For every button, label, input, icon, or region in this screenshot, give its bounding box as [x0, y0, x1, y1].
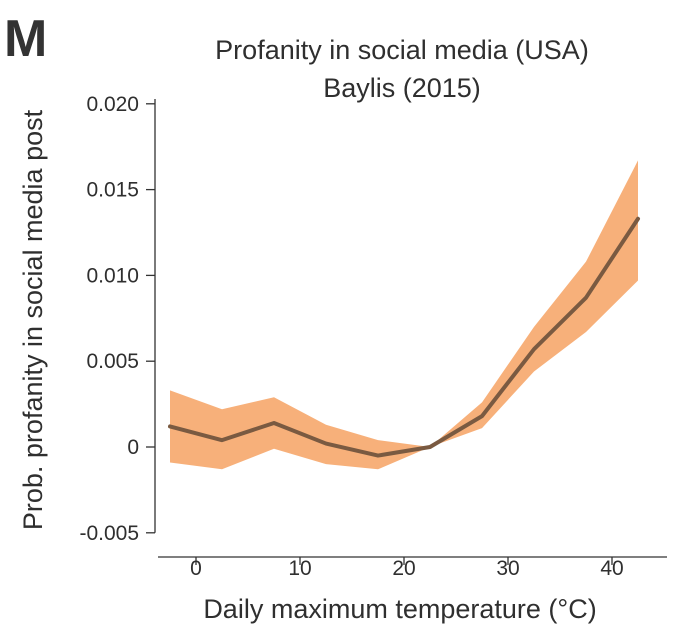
chart-title: Profanity in social media (USA) — [215, 35, 589, 65]
y-axis-label: Prob. profanity in social media post — [18, 109, 48, 530]
y-tick-label: 0.010 — [86, 264, 139, 287]
y-tick-label: 0.020 — [86, 93, 139, 116]
x-tick-label: 20 — [392, 557, 415, 580]
y-tick-label: 0 — [127, 436, 139, 459]
x-axis-label: Daily maximum temperature (°C) — [203, 594, 596, 624]
x-tick-label: 30 — [496, 557, 519, 580]
y-tick-label: 0.015 — [86, 179, 139, 202]
y-axis-ticks: -0.005 0 0.005 0.010 0.015 0.020 — [79, 93, 155, 545]
x-axis-ticks: 0 10 20 30 40 — [190, 557, 624, 580]
series-line — [168, 216, 640, 458]
x-tick-label: 40 — [600, 557, 623, 580]
panel-label: M — [4, 10, 47, 68]
chart-subtitle: Baylis (2015) — [323, 73, 481, 103]
x-tick-label: 0 — [190, 557, 202, 580]
y-tick-label: -0.005 — [79, 522, 139, 545]
plot-area — [168, 160, 640, 470]
x-tick-label: 10 — [288, 557, 311, 580]
y-tick-label: 0.005 — [86, 350, 139, 373]
